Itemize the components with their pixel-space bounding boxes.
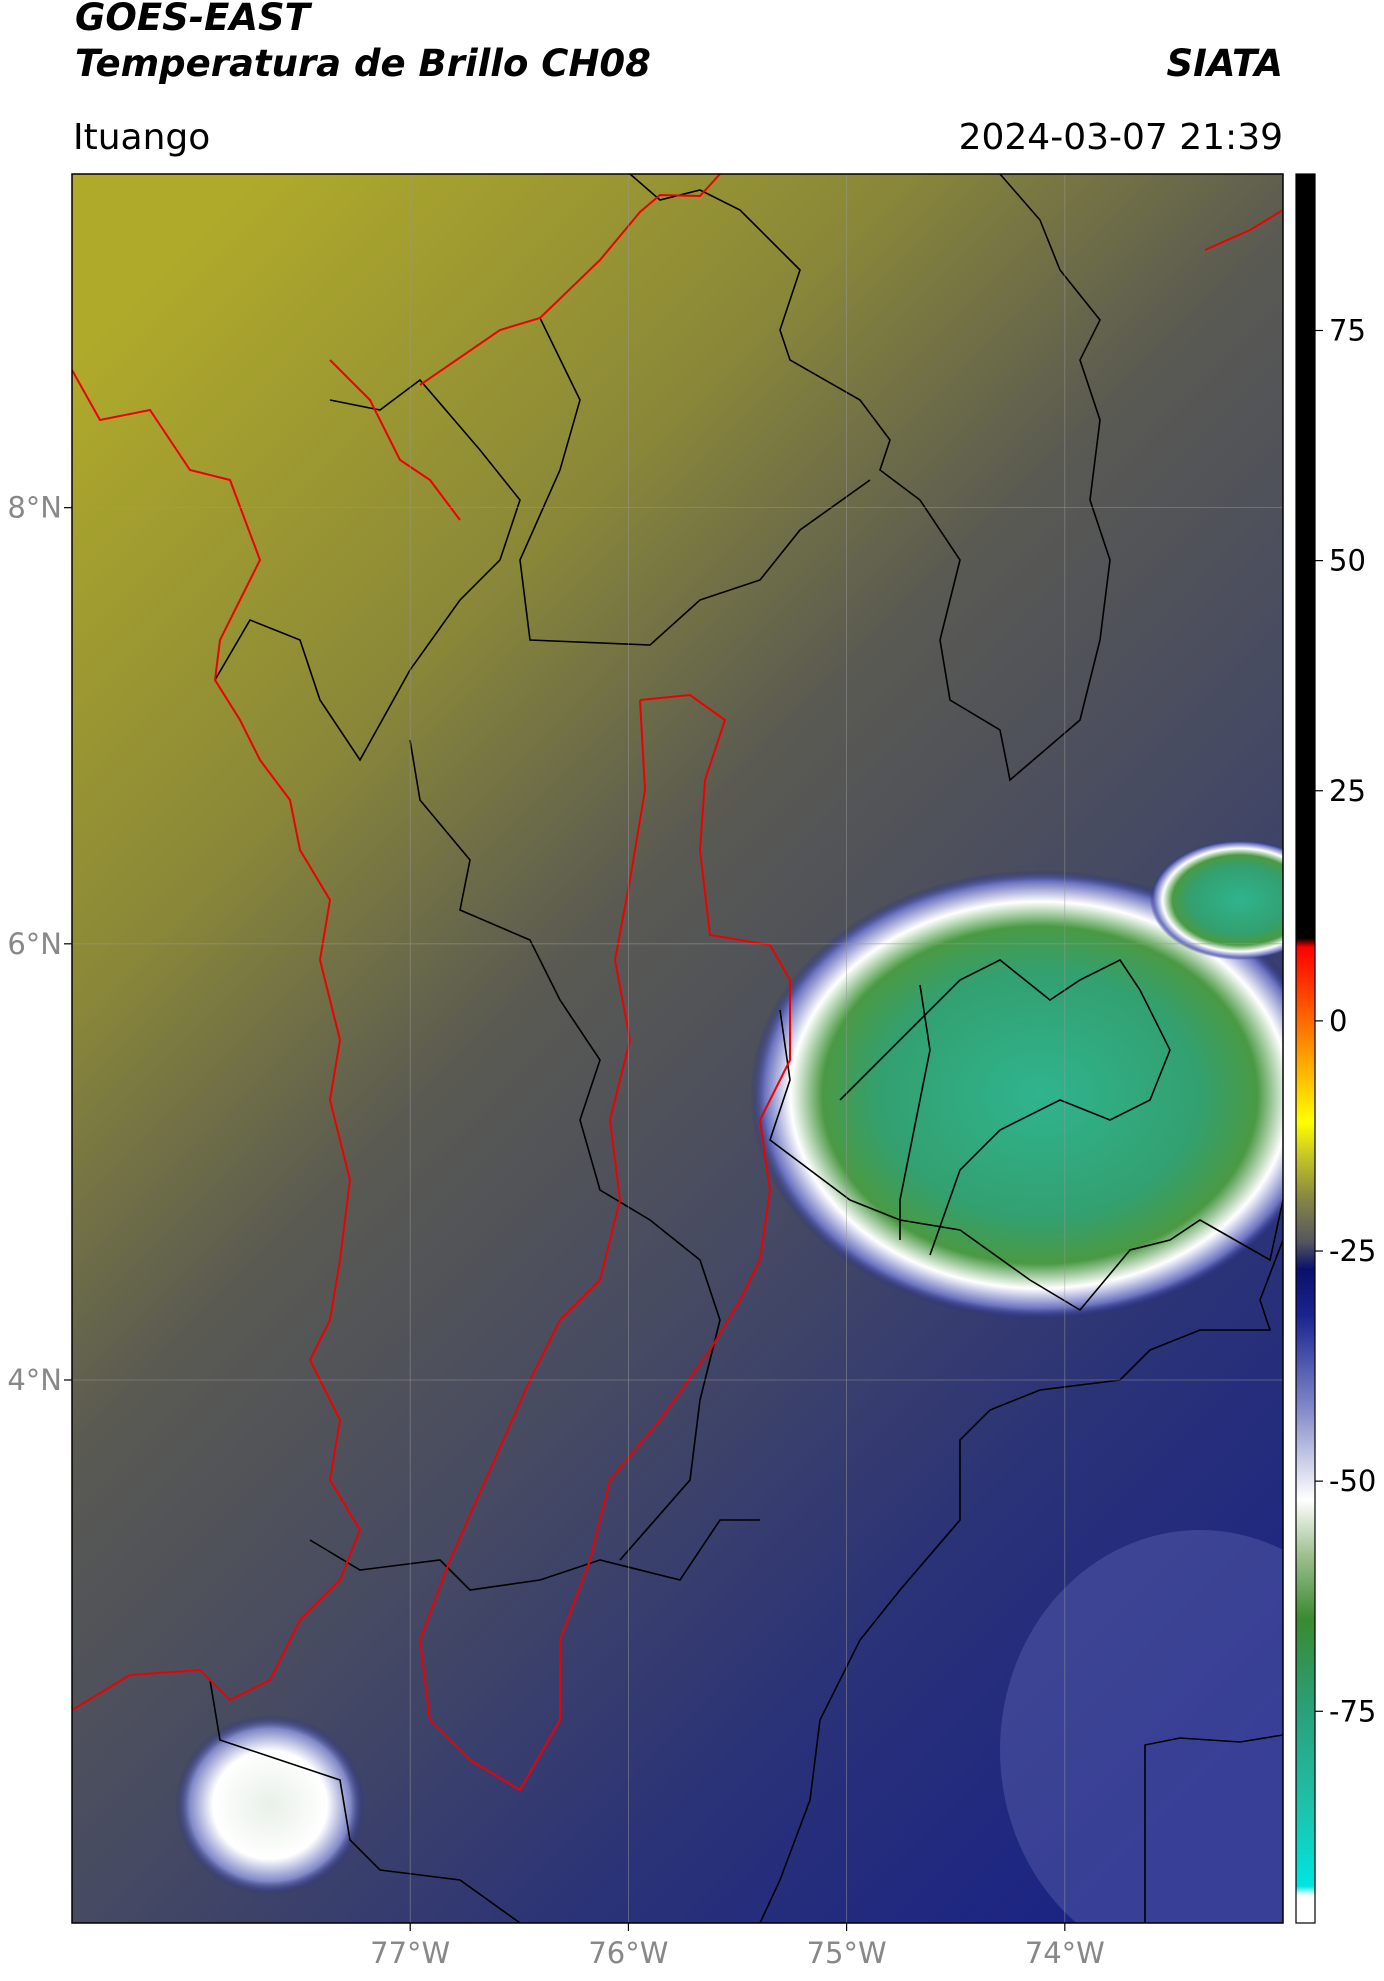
map-frame (71, 173, 1284, 1924)
subtitle: Temperatura de Brillo CH08 (75, 42, 651, 85)
colorbar-tick-label: 0 (1329, 1004, 1347, 1038)
datetime: 2024-03-07 21:39 (959, 117, 1283, 158)
colorbar-tick-label: -75 (1329, 1694, 1376, 1728)
cloud-haze (1000, 1530, 1283, 1923)
cloud-system (1150, 840, 1283, 960)
colorbar-tick-label: 25 (1329, 774, 1366, 808)
y-tick-label: 6°N (7, 927, 62, 961)
cloud-cell (175, 1715, 365, 1895)
grid (72, 174, 1283, 1923)
x-tick-label: 74°W (1025, 1936, 1105, 1970)
map-layers (72, 174, 1283, 1923)
x-tick-label: 76°W (588, 1936, 668, 1970)
boundaries (209, 174, 1283, 1923)
colorbar-tick-label: -50 (1329, 1464, 1376, 1498)
title: GOES-EAST (75, 0, 313, 39)
colorbar-tick-label: -25 (1329, 1234, 1376, 1268)
axis-ticks: 77°W 76°W 75°W 74°W 8°N 6°N 4°N (7, 491, 1104, 1970)
x-tick-label: 77°W (370, 1936, 450, 1970)
colorbar: 75 50 25 0 -25 -50 -75 (1295, 173, 1376, 1924)
y-tick-label: 4°N (7, 1363, 62, 1397)
source: SIATA (1166, 42, 1283, 85)
colorbar-tick-label: 50 (1329, 544, 1366, 578)
region: Ituango (73, 117, 210, 158)
x-tick-label: 75°W (807, 1936, 887, 1970)
red-boundaries (72, 174, 1283, 1792)
colorbar-bar (1295, 173, 1316, 1924)
colorbar-tick-label: 75 (1329, 313, 1366, 347)
y-tick-label: 8°N (7, 491, 62, 525)
cloud-system (750, 870, 1283, 1320)
